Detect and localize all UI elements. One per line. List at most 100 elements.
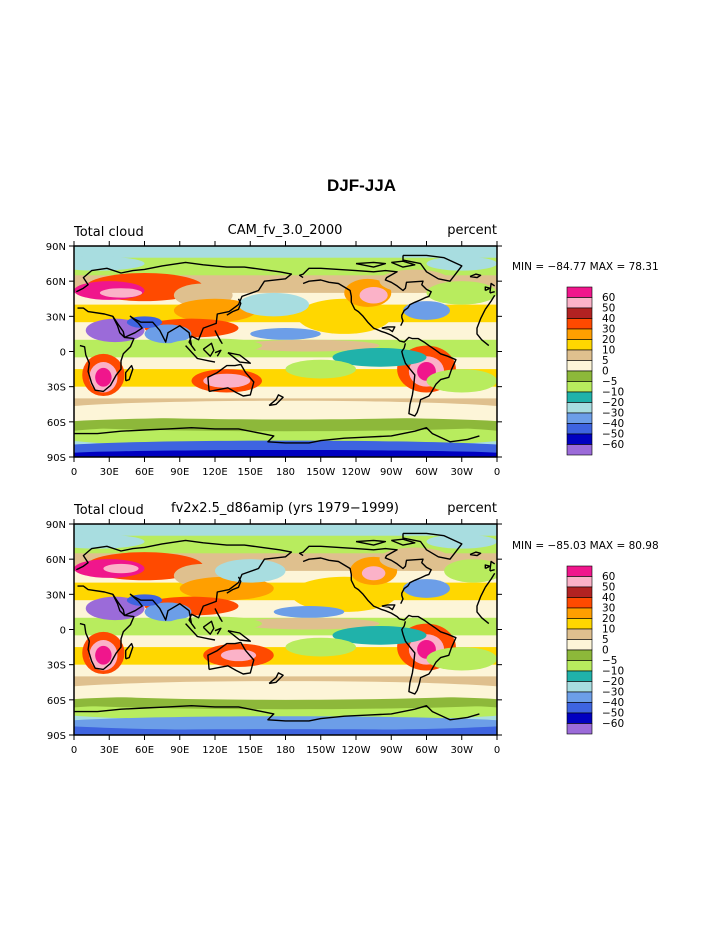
colorbar-swatch — [566, 318, 593, 330]
coastline — [391, 260, 416, 268]
colorbar-label: 30 — [602, 324, 615, 336]
colorbar-label: −60 — [602, 718, 624, 730]
contour-region — [173, 298, 257, 323]
lon-tick-label: 30W — [450, 745, 473, 756]
lon-tick-label: 150E — [238, 467, 263, 478]
coastline — [226, 576, 242, 594]
colorbar-swatch — [566, 339, 593, 351]
lon-tick-label: 30E — [100, 467, 119, 478]
coastline — [185, 623, 216, 641]
lat-tick-label: 90S — [47, 453, 66, 464]
contour-region — [203, 373, 251, 388]
contour-region — [74, 729, 497, 735]
coastline — [402, 254, 463, 282]
coastline — [484, 564, 491, 570]
lon-tick-label: 30E — [100, 745, 119, 756]
lon-tick-label: 60E — [135, 745, 154, 756]
panel-1: Total cloud CAM_fv_3.0_2000 percent 90N 6… — [46, 223, 659, 478]
contour-region — [99, 288, 143, 298]
colorbar-label: 10 — [602, 624, 615, 636]
colorbar-swatch — [566, 639, 593, 651]
colorbar-swatch — [566, 328, 593, 340]
panel-2-units-label: percent — [447, 501, 497, 516]
colorbar-swatch — [566, 628, 593, 640]
colorbar-swatch — [566, 297, 593, 309]
coastline — [75, 261, 496, 351]
colorbar-swatch — [566, 423, 593, 435]
lat-tick-label: 60S — [47, 696, 66, 707]
contour-region — [426, 281, 497, 305]
colorbar-label: 40 — [602, 592, 615, 604]
colorbar-swatch — [566, 402, 593, 414]
coastline — [214, 330, 223, 344]
coastline — [202, 620, 215, 635]
colorbar-label: 20 — [602, 613, 615, 625]
contour-region — [250, 328, 321, 340]
coastline — [207, 363, 255, 397]
contour-region — [168, 338, 262, 353]
coastline — [469, 551, 482, 557]
coastline — [355, 261, 387, 268]
lat-tick-label: 0 — [60, 626, 66, 637]
lon-tick-label: 30W — [450, 467, 473, 478]
coastline — [214, 349, 222, 357]
contour-region — [238, 617, 380, 630]
contour-band — [74, 524, 497, 537]
colorbar-swatch — [566, 307, 593, 319]
panel-2-axes: 90N 60N 30N 0 30S 60S 90S 0 30E 60E 90E 120E 150E 180… — [46, 519, 502, 756]
contour-region — [74, 716, 497, 731]
coastline — [74, 427, 480, 444]
coastline — [79, 308, 490, 393]
coastline — [268, 672, 284, 685]
colorbar-swatch — [566, 286, 593, 298]
figure-title: DJF-JJA — [327, 176, 396, 195]
contour-region — [273, 606, 345, 618]
coastline — [302, 279, 457, 417]
colorbar-swatch — [566, 360, 593, 372]
contour-region — [426, 256, 497, 271]
colorbar-swatch — [566, 649, 593, 661]
panel-1-variable-label: Total cloud — [73, 225, 144, 240]
colorbar-label: 20 — [602, 334, 615, 346]
coastline — [207, 641, 255, 675]
colorbar-swatch — [566, 660, 593, 672]
coastline — [391, 538, 416, 546]
panel-1-min-max: MIN = −84.77 MAX = 78.31 — [512, 261, 659, 273]
contour-region — [74, 449, 497, 457]
colorbar-label: −50 — [602, 429, 624, 441]
lat-tick-label: 0 — [60, 348, 66, 359]
coastline — [489, 560, 496, 572]
panel-2: Total cloud fv2x2.5_d86amip (yrs 1979−19… — [46, 501, 659, 756]
colorbar-label: −20 — [602, 397, 624, 409]
coastline — [302, 557, 457, 695]
colorbar-swatch — [566, 681, 593, 693]
lon-tick-label: 0 — [494, 745, 500, 756]
colorbar-label: −40 — [602, 697, 624, 709]
colorbar-swatch — [566, 565, 593, 577]
lon-tick-label: 120E — [202, 745, 227, 756]
panel-2-coastlines — [74, 532, 496, 722]
colorbar-label: −5 — [602, 376, 617, 388]
colorbar-label: 10 — [602, 345, 615, 357]
lon-tick-label: 120W — [342, 467, 371, 478]
contour-region — [297, 298, 392, 334]
colorbar-swatch — [566, 586, 593, 598]
colorbar-swatch — [566, 433, 593, 445]
coastline — [185, 345, 216, 363]
coastline — [75, 539, 496, 629]
lon-tick-label: 90E — [170, 745, 189, 756]
colorbar-swatch — [566, 370, 593, 382]
colorbar-label: −10 — [602, 666, 624, 678]
colorbar-swatch — [566, 391, 593, 403]
colorbar-label: −30 — [602, 408, 624, 420]
lon-tick-label: 60W — [415, 745, 438, 756]
colorbar-label: 0 — [602, 645, 609, 657]
contour-region — [285, 359, 356, 379]
lon-tick-label: 0 — [71, 745, 77, 756]
colorbar-label: −20 — [602, 676, 624, 688]
coastline — [125, 364, 134, 382]
contour-region — [285, 637, 356, 657]
lon-tick-label: 150W — [306, 745, 335, 756]
